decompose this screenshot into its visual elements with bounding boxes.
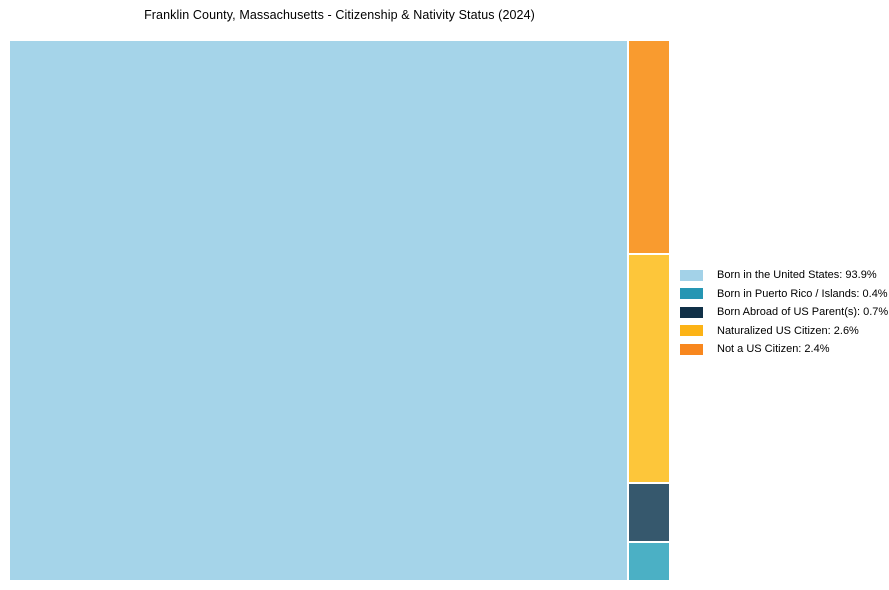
chart-title: Franklin County, Massachusetts - Citizen… bbox=[144, 8, 535, 22]
legend-item-born-in-us: Born in the United States: 93.9% bbox=[680, 266, 888, 285]
legend-swatch-born-in-us bbox=[680, 269, 703, 281]
legend-label-not-a-citizen: Not a US Citizen: 2.4% bbox=[717, 343, 830, 356]
treemap-block-born-in-us bbox=[10, 41, 627, 580]
legend-swatch-naturalized bbox=[680, 325, 703, 337]
treemap-block-not-a-us-citizen bbox=[629, 41, 669, 253]
treemap-block-naturalized-us-citizen bbox=[629, 255, 669, 482]
treemap-block-born-abroad-of-us-parents bbox=[629, 484, 669, 541]
legend-label-naturalized: Naturalized US Citizen: 2.6% bbox=[717, 324, 859, 337]
legend-swatch-born-in-puerto-rico bbox=[680, 288, 703, 300]
legend-swatch-not-a-citizen bbox=[680, 343, 703, 355]
legend-item-born-in-puerto-rico: Born in Puerto Rico / Islands: 0.4% bbox=[680, 285, 888, 304]
legend-swatch-born-abroad bbox=[680, 306, 703, 318]
legend-label-born-abroad: Born Abroad of US Parent(s): 0.7% bbox=[717, 306, 889, 319]
treemap-plot bbox=[10, 41, 669, 580]
legend-label-born-in-us: Born in the United States: 93.9% bbox=[717, 269, 877, 282]
legend-item-born-abroad: Born Abroad of US Parent(s): 0.7% bbox=[680, 303, 888, 322]
legend: Born in the United States: 93.9% Born in… bbox=[680, 266, 888, 359]
legend-item-naturalized: Naturalized US Citizen: 2.6% bbox=[680, 322, 888, 341]
treemap-minor-column bbox=[629, 41, 669, 580]
treemap-block-born-in-puerto-rico-islands bbox=[629, 543, 669, 580]
legend-label-born-in-puerto-rico: Born in Puerto Rico / Islands: 0.4% bbox=[717, 287, 888, 300]
legend-item-not-a-citizen: Not a US Citizen: 2.4% bbox=[680, 340, 888, 359]
